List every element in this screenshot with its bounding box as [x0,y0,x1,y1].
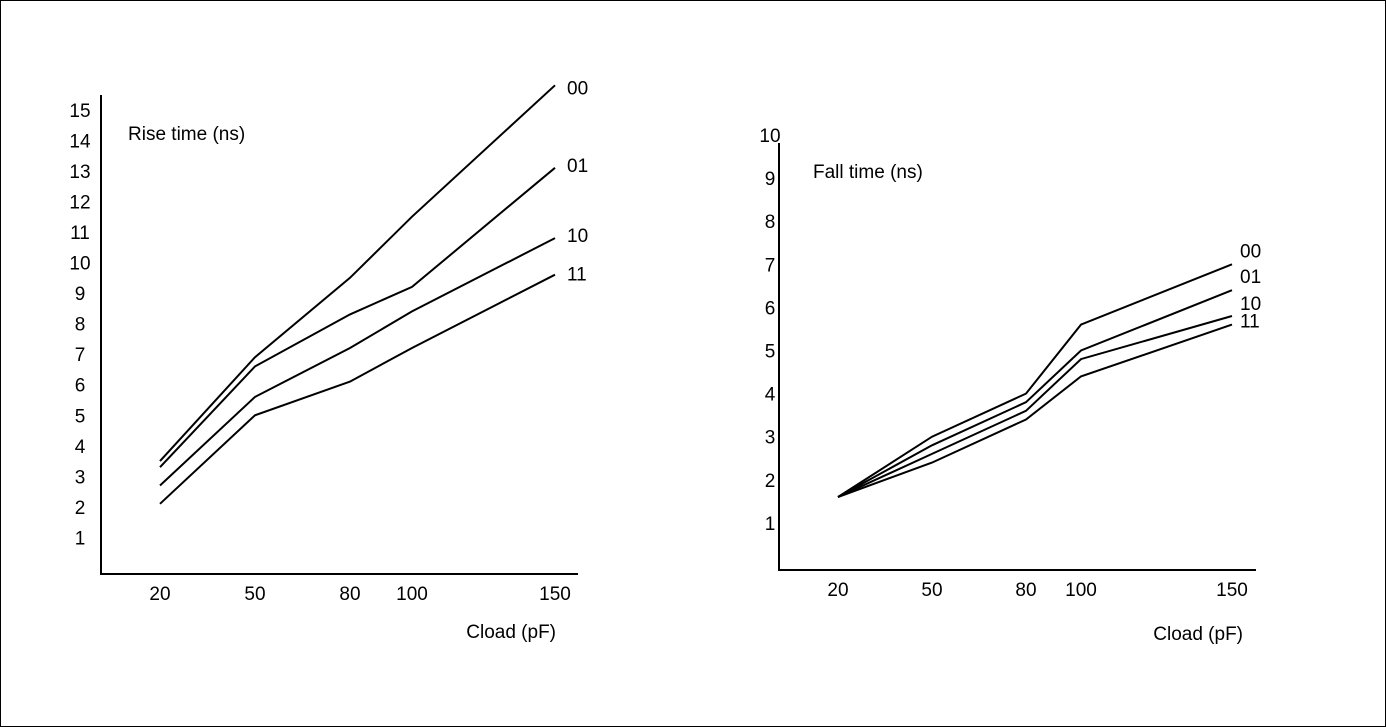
rise-series-label-10: 10 [567,226,588,247]
fall-series-label-00: 00 [1240,241,1261,262]
rise-series-label-11: 11 [567,265,587,286]
rise-y-tick-label: 2 [75,498,86,519]
fall-y-tick-label: 3 [765,428,776,449]
rise-y-tick-label: 11 [70,223,90,244]
fall-x-tick-label: 150 [1216,580,1248,601]
rise-x-tick-labels: 20 50 80 100 150 [149,584,570,605]
rise-y-tick-label: 3 [75,467,86,488]
fall-x-tick-label: 20 [827,580,848,601]
fall-series-label-11: 11 [1240,312,1260,333]
rise-time-chart: Rise time (ns) Cload (pF) 12345678910111… [69,78,588,643]
fall-x-tick-label: 100 [1065,580,1097,601]
rise-x-tick-label: 100 [396,584,428,605]
fall-y-tick-label: 1 [765,514,776,535]
rise-chart-title: Rise time (ns) [128,124,245,145]
fall-x-axis-title: Cload (pF) [1153,624,1243,645]
fall-series-label-01: 01 [1240,267,1261,288]
fall-y-tick-labels: 1 2 3 4 5 6 7 8 9 10 [759,126,780,535]
rise-x-tick-label: 50 [244,584,265,605]
fall-series-line-01 [837,289,1233,498]
rise-y-tick-label: 13 [69,162,90,183]
rise-series-lines: 00 01 10 11 [159,78,588,505]
fall-y-tick-label: 10 [759,126,780,147]
fall-y-tick-label: 8 [765,212,776,233]
fall-x-tick-label: 50 [921,580,942,601]
fall-y-tick-label: 9 [765,169,776,190]
fall-time-chart: Fall time (ns) Cload (pF) 1 2 3 4 5 6 7 8 9 10 20… [759,126,1261,645]
rise-y-tick-label: 9 [75,284,86,305]
rise-x-tick-label: 150 [539,584,571,605]
rise-y-tick-label: 6 [75,376,86,397]
fall-x-tick-labels: 20 50 80 100 150 [827,580,1247,601]
rise-y-tick-label: 10 [69,254,90,275]
rise-x-tick-label: 20 [149,584,170,605]
fall-y-tick-label: 2 [765,471,776,492]
fall-chart-title: Fall time (ns) [813,162,923,183]
rise-y-tick-label: 15 [69,101,90,122]
rise-series-label-01: 01 [567,156,588,177]
fall-series-line-11 [837,323,1233,498]
rise-y-tick-label: 5 [75,406,86,427]
rise-x-tick-label: 80 [339,584,360,605]
fall-series-label-10: 10 [1240,294,1261,315]
rise-y-tick-label: 7 [75,345,86,366]
fall-y-tick-label: 7 [765,255,776,276]
rise-x-axis-title: Cload (pF) [466,622,556,643]
rise-y-tick-label: 4 [75,437,86,458]
rise-series-line-00 [159,84,556,462]
rise-y-tick-label: 12 [69,192,90,213]
fall-y-tick-label: 4 [765,385,776,406]
rise-series-line-11 [159,273,556,505]
rise-series-label-00: 00 [567,78,588,99]
fall-x-tick-label: 80 [1015,580,1036,601]
rise-y-tick-label: 8 [75,315,86,336]
rise-y-tick-label: 1 [75,528,86,549]
fall-series-line-10 [837,315,1233,498]
rise-y-tick-label: 14 [69,131,91,152]
fall-series-line-00 [837,263,1233,498]
fall-y-tick-label: 6 [765,298,776,319]
rise-series-line-10 [159,237,556,487]
fall-y-tick-label: 5 [765,342,776,363]
rise-series-line-01 [159,167,556,468]
